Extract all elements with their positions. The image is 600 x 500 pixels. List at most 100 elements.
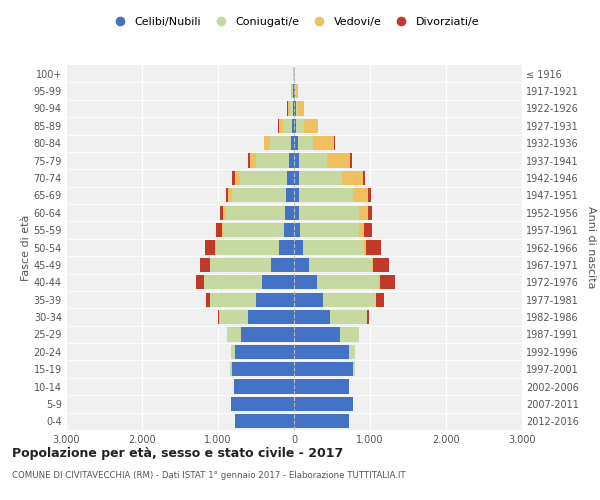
Bar bbox=[235, 414, 294, 428]
Bar bbox=[294, 344, 355, 359]
Bar bbox=[205, 275, 294, 289]
Bar bbox=[294, 240, 382, 254]
Bar bbox=[294, 380, 349, 394]
Bar bbox=[294, 206, 359, 220]
Bar bbox=[278, 118, 294, 133]
Bar bbox=[217, 240, 294, 254]
Bar bbox=[294, 171, 363, 185]
Bar bbox=[231, 344, 294, 359]
Bar bbox=[248, 310, 294, 324]
Bar bbox=[230, 362, 294, 376]
Bar bbox=[294, 188, 371, 202]
Bar bbox=[294, 223, 371, 237]
Bar bbox=[294, 188, 353, 202]
Bar bbox=[227, 328, 294, 342]
Bar bbox=[294, 310, 367, 324]
Bar bbox=[271, 258, 294, 272]
Bar bbox=[230, 362, 294, 376]
Bar bbox=[291, 136, 294, 150]
Bar bbox=[285, 206, 294, 220]
Bar bbox=[294, 275, 380, 289]
Bar bbox=[294, 292, 384, 307]
Bar bbox=[234, 380, 294, 394]
Bar bbox=[294, 258, 309, 272]
Bar bbox=[294, 414, 349, 428]
Bar bbox=[283, 118, 294, 133]
Bar bbox=[293, 84, 294, 98]
Bar bbox=[228, 188, 294, 202]
Bar bbox=[262, 275, 294, 289]
Bar bbox=[287, 171, 294, 185]
Bar bbox=[294, 240, 303, 254]
Bar bbox=[294, 328, 340, 342]
Bar bbox=[294, 362, 355, 376]
Bar bbox=[294, 118, 296, 133]
Bar bbox=[231, 344, 294, 359]
Bar bbox=[231, 397, 294, 411]
Bar bbox=[211, 258, 294, 272]
Bar bbox=[271, 136, 294, 150]
Bar bbox=[234, 380, 294, 394]
Bar bbox=[294, 66, 295, 81]
Bar bbox=[240, 171, 294, 185]
Bar bbox=[220, 310, 294, 324]
Bar bbox=[220, 310, 294, 324]
Bar bbox=[235, 414, 294, 428]
Bar bbox=[290, 102, 294, 116]
Bar bbox=[294, 84, 298, 98]
Bar bbox=[294, 171, 299, 185]
Bar bbox=[256, 292, 294, 307]
Text: Femmine: Femmine bbox=[0, 499, 1, 500]
Bar bbox=[294, 258, 373, 272]
Bar bbox=[279, 118, 294, 133]
Bar bbox=[294, 380, 349, 394]
Bar bbox=[294, 344, 355, 359]
Bar bbox=[200, 258, 294, 272]
Bar bbox=[294, 136, 313, 150]
Bar bbox=[294, 328, 359, 342]
Bar bbox=[294, 206, 299, 220]
Bar bbox=[294, 397, 353, 411]
Bar bbox=[223, 223, 294, 237]
Bar bbox=[293, 66, 294, 81]
Bar bbox=[294, 154, 299, 168]
Bar bbox=[230, 344, 294, 359]
Bar bbox=[294, 310, 370, 324]
Bar bbox=[294, 414, 349, 428]
Legend: Celibi/Nubili, Coniugati/e, Vedovi/e, Divorziati/e: Celibi/Nubili, Coniugati/e, Vedovi/e, Di… bbox=[104, 12, 484, 31]
Bar bbox=[294, 84, 296, 98]
Bar bbox=[230, 362, 294, 376]
Bar bbox=[294, 66, 295, 81]
Bar bbox=[294, 310, 367, 324]
Bar bbox=[211, 292, 294, 307]
Bar bbox=[294, 292, 376, 307]
Bar bbox=[294, 188, 299, 202]
Bar bbox=[293, 102, 294, 116]
Bar bbox=[294, 118, 317, 133]
Bar bbox=[294, 275, 379, 289]
Bar bbox=[227, 328, 294, 342]
Bar bbox=[204, 275, 294, 289]
Bar bbox=[294, 397, 353, 411]
Bar bbox=[294, 154, 326, 168]
Bar bbox=[294, 240, 366, 254]
Bar bbox=[294, 362, 353, 376]
Bar bbox=[294, 275, 395, 289]
Bar bbox=[292, 84, 294, 98]
Bar bbox=[250, 154, 294, 168]
Bar bbox=[235, 344, 294, 359]
Bar bbox=[292, 84, 294, 98]
Bar bbox=[294, 171, 342, 185]
Bar bbox=[234, 380, 294, 394]
Bar bbox=[294, 66, 295, 81]
Bar bbox=[289, 154, 294, 168]
Bar bbox=[222, 223, 294, 237]
Bar bbox=[294, 223, 364, 237]
Bar bbox=[206, 292, 294, 307]
Bar bbox=[232, 362, 294, 376]
Bar bbox=[263, 136, 294, 150]
Bar bbox=[231, 397, 294, 411]
Bar bbox=[294, 136, 334, 150]
Bar bbox=[294, 397, 353, 411]
Bar bbox=[294, 275, 317, 289]
